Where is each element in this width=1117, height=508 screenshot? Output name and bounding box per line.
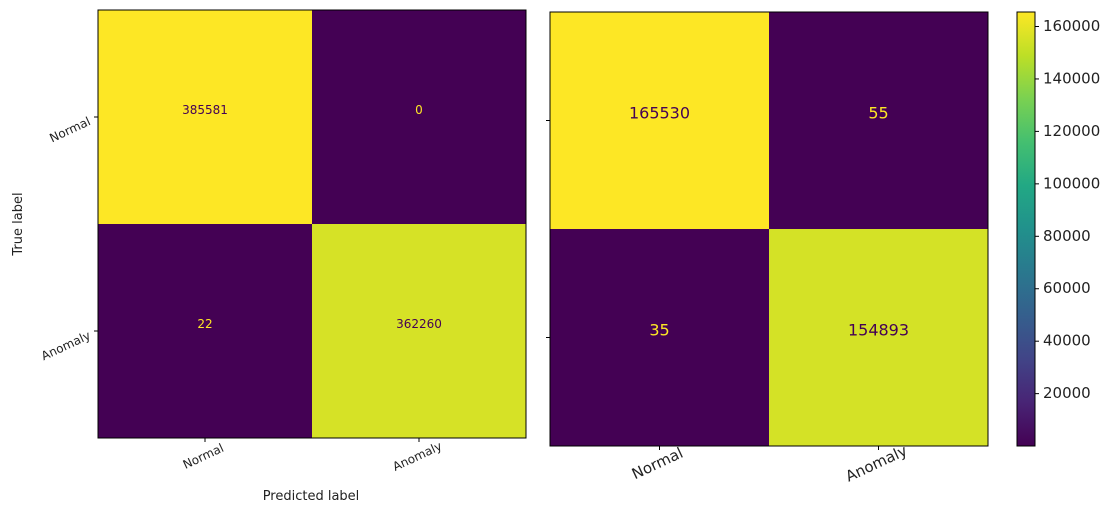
colorbar: 20000 40000 60000 80000 100000 120000 140000 16… [1016,11,1100,447]
cell-value-label: 35 [649,320,669,339]
y-tick-label: Anomaly [39,328,93,363]
colorbar-tick-label: 40000 [1043,332,1091,350]
colorbar-tick-label: 120000 [1043,122,1100,140]
axes-frame [97,9,527,439]
matrix-cell [98,224,312,438]
cell-value-label: 154893 [848,320,909,339]
colorbar-tick-label: 140000 [1043,69,1100,87]
matrix-cell [769,229,988,446]
colorbar-tick-label: 160000 [1043,17,1100,35]
confusion-matrix-left: 385581 0 22 362260 Normal Anomaly Normal Anomal… [39,9,527,474]
colorbar-tick-label: 60000 [1043,279,1091,297]
x-tick-label: Anomaly [390,439,444,474]
colorbar-tick-label: 20000 [1043,384,1091,402]
cell-value-label: 22 [197,317,212,331]
x-tick-label: Normal [181,441,226,472]
cell-value-label: 55 [868,103,888,122]
y-tick-label: Normal [47,114,92,145]
confusion-matrix-right: 165530 55 35 154893 Normal Anomaly [546,11,989,486]
cell-value-label: 165530 [629,103,690,122]
matrix-cell [98,10,312,224]
cell-value-label: 362260 [396,317,442,331]
matrix-cell [312,10,526,224]
matrix-cell [312,224,526,438]
y-axis-label-left: True label [11,192,26,256]
cell-value-label: 385581 [182,103,228,117]
x-tick-label: Normal [629,444,686,483]
cell-value-label: 0 [415,103,423,117]
matrix-cell [769,12,988,229]
colorbar-gradient [1016,11,1036,447]
x-axis-label-left: Predicted label [263,489,360,504]
colorbar-tick-label: 100000 [1043,174,1100,192]
colorbar-tick-label: 80000 [1043,227,1091,245]
matrix-cell [550,229,769,446]
x-tick-label: Anomaly [843,441,910,485]
axes-frame [549,11,989,447]
matrix-cell [550,12,769,229]
